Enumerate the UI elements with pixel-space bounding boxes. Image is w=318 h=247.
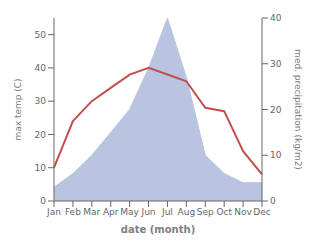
svg-text:Jul: Jul xyxy=(161,207,173,217)
svg-text:40: 40 xyxy=(35,63,47,73)
svg-text:Aug: Aug xyxy=(178,207,196,217)
svg-text:10: 10 xyxy=(270,150,282,160)
svg-text:10: 10 xyxy=(35,163,47,173)
svg-text:max temp (C): max temp (C) xyxy=(13,78,23,140)
svg-text:May: May xyxy=(120,207,139,217)
svg-text:Jun: Jun xyxy=(141,207,156,217)
svg-text:Apr: Apr xyxy=(103,207,119,217)
svg-text:Dec: Dec xyxy=(253,207,270,217)
svg-text:50: 50 xyxy=(35,30,47,40)
svg-text:Mar: Mar xyxy=(83,207,100,217)
svg-text:30: 30 xyxy=(35,96,47,106)
svg-text:Jan: Jan xyxy=(46,207,61,217)
svg-text:Sep: Sep xyxy=(197,207,214,217)
svg-text:Feb: Feb xyxy=(65,207,81,217)
svg-text:30: 30 xyxy=(270,59,282,69)
svg-text:0: 0 xyxy=(270,196,276,206)
svg-text:40: 40 xyxy=(270,13,282,23)
svg-text:20: 20 xyxy=(35,130,47,140)
svg-text:date (month): date (month) xyxy=(121,224,195,235)
svg-text:med. precipitation (kg/m2): med. precipitation (kg/m2) xyxy=(293,49,303,170)
svg-text:0: 0 xyxy=(40,196,46,206)
svg-text:Nov: Nov xyxy=(234,207,252,217)
svg-text:Oct: Oct xyxy=(216,207,232,217)
svg-text:20: 20 xyxy=(270,105,282,115)
